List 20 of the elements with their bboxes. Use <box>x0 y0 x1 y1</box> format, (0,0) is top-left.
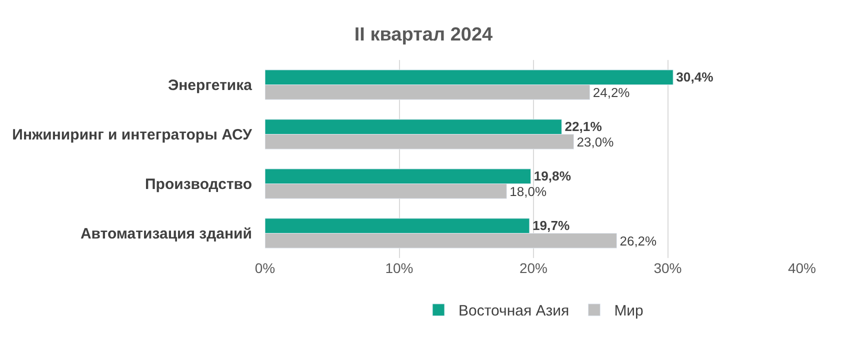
x-tick-label: 0% <box>254 260 276 276</box>
y-tick-label: Производство <box>145 176 252 193</box>
data-label: 22,1% <box>564 118 602 134</box>
data-label: 26,2% <box>620 233 658 248</box>
x-tick-label: 20% <box>519 260 548 276</box>
x-tick-label: 10% <box>385 260 414 276</box>
x-tick-label: 30% <box>654 260 682 276</box>
data-label: 24,2% <box>592 84 630 100</box>
y-tick-label: Инжиниринг и интеграторы АСУ <box>12 126 253 144</box>
y-tick-label: Энергетика <box>168 77 253 94</box>
legend-label: Восточная Азия <box>458 302 570 320</box>
data-label: 19,8% <box>534 168 572 184</box>
data-label: 23,0% <box>576 134 614 150</box>
y-tick-label: Автоматизация зданий <box>80 226 252 242</box>
chart-title: II квартал 2024 <box>354 24 494 46</box>
data-label: 18,0% <box>510 184 547 199</box>
legend-label: Мир <box>614 302 644 320</box>
data-label: 30,4% <box>676 69 714 84</box>
data-label: 19,7% <box>532 218 570 233</box>
x-tick-label: 40% <box>788 260 816 276</box>
